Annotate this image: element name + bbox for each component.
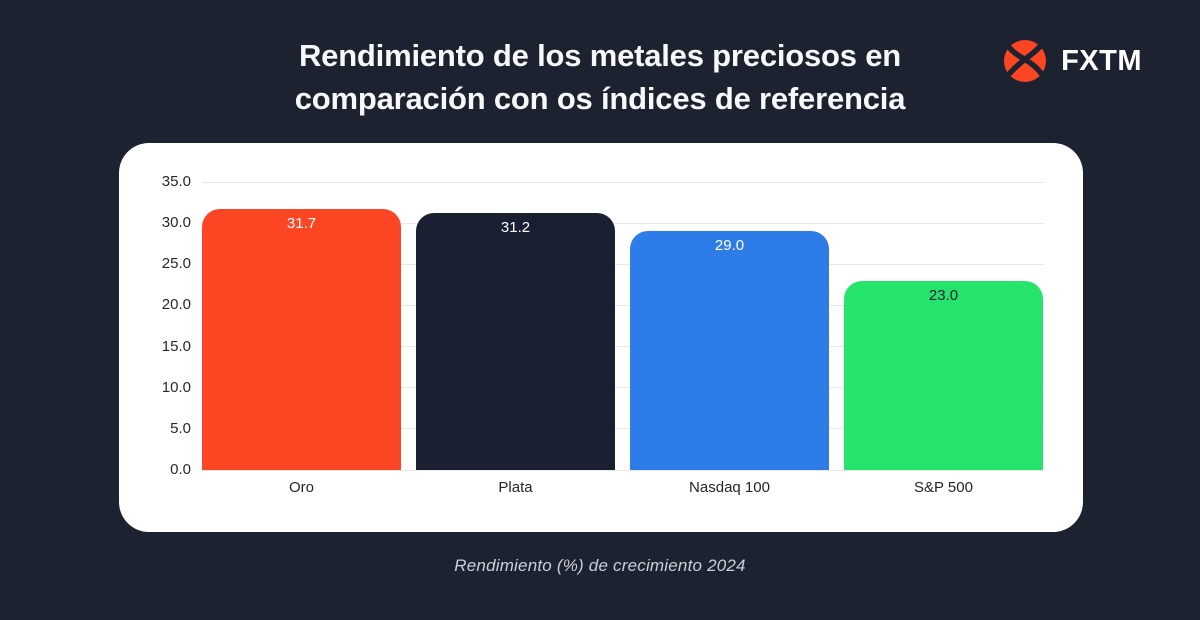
gridline	[202, 304, 1044, 306]
y-axis-tick-label: 35.0	[161, 173, 191, 190]
x-axis-category-label: Nasdaq 100	[689, 479, 770, 496]
gridline	[202, 222, 1044, 224]
bar-nasdaq-100: 29.0	[630, 231, 829, 470]
bar-chart: 0.0 5.0 10.0 15.0 20.0 25.0 30.0 35.0 31.7 Oro 31.…	[119, 143, 1083, 532]
x-axis-category-label: Oro	[288, 479, 314, 496]
gridline	[202, 469, 1044, 471]
bar-oro: 31.7	[202, 209, 401, 470]
page-title: Rendimiento de los metales preciosos en …	[0, 34, 1200, 120]
gridline	[202, 428, 1044, 430]
chart-caption: Rendimiento (%) de crecimiento 2024	[454, 556, 746, 575]
fxtm-logo-icon	[1003, 40, 1048, 82]
fxtm-logo-text: FXTM	[1061, 44, 1142, 77]
page-title-line2: comparación con os índices de referencia	[294, 81, 906, 116]
bar-value-label: 23.0	[928, 286, 959, 304]
bar-s-p-500: 23.0	[844, 280, 1043, 470]
gridline	[202, 346, 1044, 348]
gridline	[202, 181, 1044, 183]
chart-card: 0.0 5.0 10.0 15.0 20.0 25.0 30.0 35.0 31.7 Oro 31.…	[119, 143, 1083, 532]
page-title-line1: Rendimiento de los metales preciosos en	[298, 38, 902, 73]
bar-value-label: 31.2	[500, 219, 531, 237]
y-axis-tick-label: 25.0	[161, 255, 191, 273]
gridline	[202, 263, 1044, 265]
y-axis-tick-label: 15.0	[161, 337, 191, 355]
y-axis-tick-label: 10.0	[161, 378, 191, 396]
y-axis-tick-label: 20.0	[161, 296, 191, 314]
fxtm-logo: FXTM	[1002, 38, 1142, 84]
bar-value-label: 29.0	[714, 237, 745, 255]
y-axis-tick-label: 30.0	[161, 214, 191, 232]
x-axis-category-label: Plata	[498, 479, 533, 496]
bar-plata: 31.2	[416, 213, 615, 470]
y-axis-tick-label: 0.0	[170, 461, 191, 478]
x-axis-category-label: S&P 500	[914, 479, 973, 496]
bar-value-label: 31.7	[286, 215, 317, 233]
y-axis-tick-label: 5.0	[170, 419, 191, 437]
gridline	[202, 387, 1044, 389]
